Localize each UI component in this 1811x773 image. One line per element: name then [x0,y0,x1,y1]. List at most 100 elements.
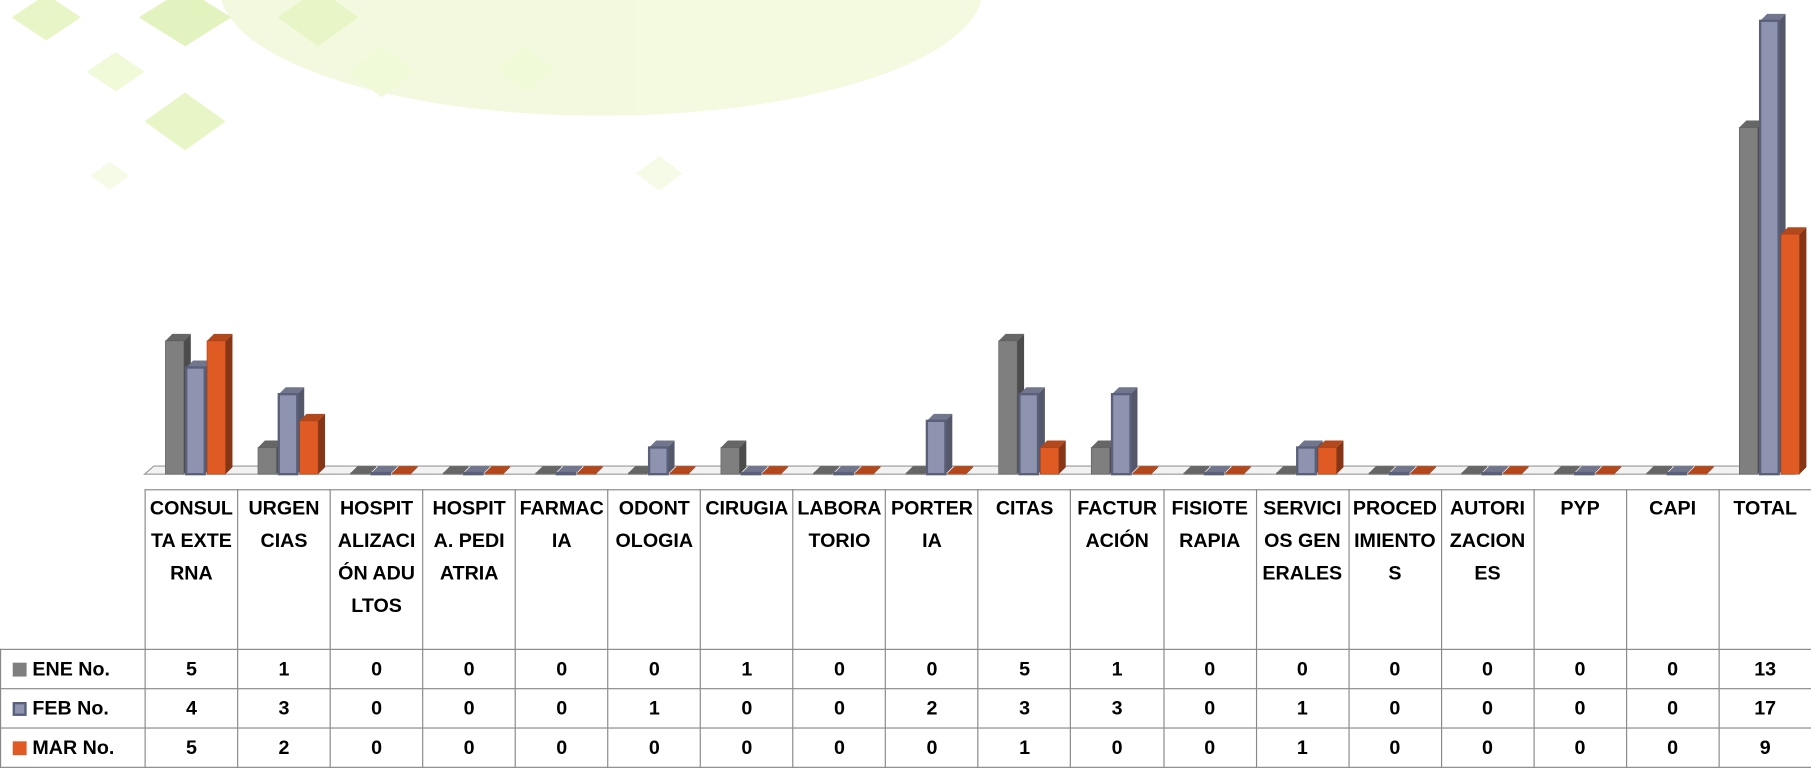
value-cell: 0 [1440,688,1535,729]
bar-front [740,471,762,476]
bar [206,333,233,475]
bar-front [998,340,1018,475]
bar [1595,466,1622,475]
bar [484,466,511,475]
bar-top [813,466,839,474]
bar-front [1368,472,1388,475]
bar-top [947,466,974,474]
bar-top [628,466,654,474]
background-decoration [11,0,982,191]
category-label: URGENCIAS [237,489,331,650]
bar [1553,466,1580,475]
bar-side [667,440,675,475]
bar-front [350,472,370,475]
bar [1132,466,1159,475]
value-cell: 2 [885,688,979,729]
bar-top [392,466,418,474]
category-label: TOTAL [1718,489,1811,650]
bar-front [905,472,925,475]
bar-top [1183,466,1210,474]
bar-top [1204,466,1231,474]
bar-front [1461,472,1481,475]
bar [854,466,881,475]
category-label: CAPI [1625,489,1720,650]
bar-top [371,466,397,474]
bar-front [1502,472,1522,475]
value-cell: 5 [144,727,239,768]
bar-top [1646,466,1673,474]
bar-side [1706,466,1714,475]
bar-side [781,466,788,475]
value-cell: 0 [422,727,517,768]
bar-side [966,466,974,475]
bar-front [1646,472,1666,475]
bar [1758,13,1786,476]
bar-front [647,446,669,476]
category-label: PYP [1533,489,1627,650]
bar-front [813,472,833,475]
bar-top [1318,440,1344,448]
value-cell: 2 [237,727,331,768]
diamond [636,156,683,191]
bar-top [443,466,469,474]
bar-front [947,472,967,475]
legend-swatch [12,740,27,755]
bar-side [1151,466,1159,475]
value-cell: 1 [977,727,1072,768]
category-label: FARMACIA [514,489,609,650]
bar-front [628,472,648,475]
bar-top [1760,13,1786,21]
bar [1502,466,1529,475]
bar-front [484,472,504,475]
bar-top [1040,440,1066,448]
bar-top [1019,387,1045,395]
bar [740,466,768,476]
bar-front [762,472,782,475]
category-label: LABORATORIO [792,489,887,650]
bar-top [1739,120,1765,128]
value-cell: 13 [1718,648,1811,690]
value-cell: 5 [977,648,1072,690]
legend-label: MAR No. [32,736,115,759]
bar [299,413,326,475]
bar-front [462,471,484,476]
bar [1666,466,1693,476]
bar [1688,466,1714,475]
bar [1410,466,1437,475]
value-cell: 0 [792,727,887,768]
bar-front [1553,472,1573,475]
bar [1481,466,1508,476]
bar [1780,227,1807,475]
bar-front [206,340,226,475]
bar-front [1758,19,1780,476]
legend-entry: FEB No. [0,688,146,729]
bar [669,466,696,475]
value-cell: 0 [1533,727,1627,768]
value-cell: 0 [329,688,424,729]
bar-side [1336,440,1344,475]
bar-top [1667,466,1693,474]
bar-front [1183,472,1203,475]
bar-top [1554,466,1580,474]
bar-front [442,472,462,475]
bar [647,440,675,476]
bar [762,466,788,475]
bar-front [577,472,597,475]
bar-side [760,466,768,475]
bar [370,466,397,476]
bar-side [1686,466,1693,475]
value-cell: 0 [1162,648,1257,690]
bar-front [1573,471,1595,476]
bar-top [484,466,511,474]
bar-top [855,466,881,474]
bar-side [1130,387,1138,475]
bar-front [1780,233,1800,475]
bar-side [945,413,953,475]
bar [1225,466,1251,475]
value-cell: 0 [700,688,794,729]
bar-side [225,333,233,475]
bar-side [688,466,696,475]
bar-top [556,466,582,474]
value-cell: 3 [977,688,1072,729]
